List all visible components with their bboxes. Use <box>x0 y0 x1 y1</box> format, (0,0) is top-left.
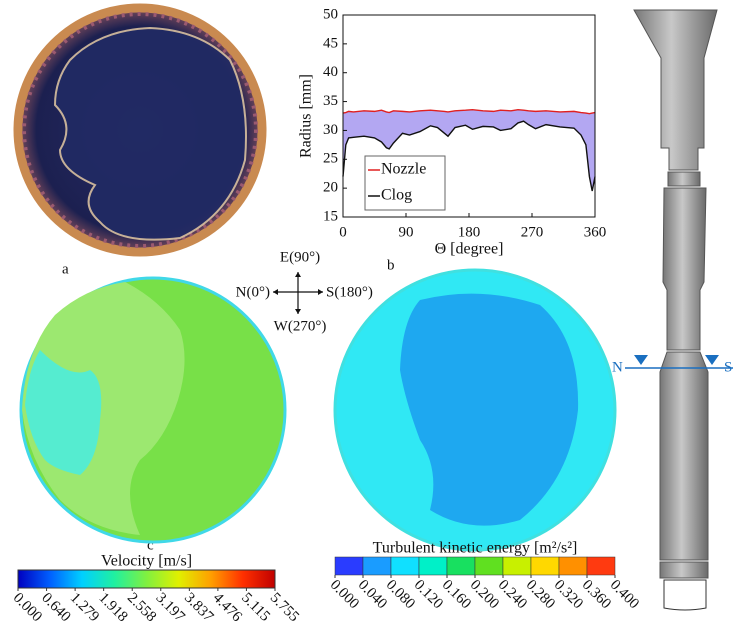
legend: Nozzle Clog <box>365 156 445 210</box>
x-tick-label: 0 <box>339 224 347 240</box>
colorbar-tick-label: 3.197 <box>153 590 189 626</box>
y-tick-label: 40 <box>323 64 338 80</box>
colorbar-tick-label: 3.837 <box>181 590 217 626</box>
colorbar-cell <box>335 557 363 575</box>
legend-label: Nozzle <box>381 161 426 178</box>
colorbar-tick-label: 0.320 <box>551 577 586 612</box>
colorbar-cell <box>531 557 559 575</box>
colorbar-tick-label: 5.755 <box>267 590 302 625</box>
colorbars: Velocity [m/s]0.0000.6401.2791.9182.5583… <box>10 540 642 626</box>
colorbar-tick-label: 0.000 <box>10 590 45 625</box>
x-tick-label: 270 <box>521 224 544 240</box>
x-tick-label: 90 <box>399 224 414 240</box>
x-axis-label: Θ [degree] <box>435 241 504 258</box>
x-tick-label: 360 <box>584 224 607 240</box>
section-label: N <box>612 359 623 375</box>
colorbar-title: Turbulent kinetic energy [m²/s²] <box>373 540 578 557</box>
panel-label: b <box>387 257 395 273</box>
colorbar-tick-label: 1.279 <box>67 590 102 625</box>
velocity-contour <box>21 278 285 542</box>
colorbar-tick-label: 0.080 <box>383 577 418 612</box>
colorbar-tick-label: 0.640 <box>38 590 73 625</box>
nozzle-drawing <box>625 10 733 610</box>
y-tick-label: 50 <box>323 6 338 22</box>
radius-chart: 15 20 25 30 35 40 45 50 0 90 180 270 360 Θ [degree] Ra… <box>298 6 607 257</box>
colorbar-tick-label: 0.240 <box>495 577 530 612</box>
y-axis-label: Radius [mm] <box>298 74 315 158</box>
colorbar-tick-label: 2.558 <box>124 590 159 625</box>
colorbar-tick-label: 0.400 <box>607 577 642 612</box>
colorbar-cell <box>559 557 587 575</box>
colorbar-tick-label: 0.000 <box>327 577 362 612</box>
colorbar-tick-label: 0.160 <box>439 577 474 612</box>
colorbar-tick-label: 1.918 <box>95 590 130 625</box>
colorbar-title: Velocity [m/s] <box>101 553 192 570</box>
colorbar-cell <box>447 557 475 575</box>
colorbar-tick-label: 5.115 <box>238 590 273 625</box>
colorbar-cell <box>363 557 391 575</box>
colorbar-tick-label: 0.200 <box>467 577 502 612</box>
photo-panel <box>18 8 262 252</box>
y-tick-label: 25 <box>323 151 338 167</box>
compass-label: E(90°) <box>280 249 320 265</box>
colorbar-cell <box>587 557 615 575</box>
compass-label: W(270°) <box>274 318 327 334</box>
y-tick-label: 20 <box>323 180 338 196</box>
y-tick-label: 30 <box>323 122 338 138</box>
colorbar-cell <box>503 557 531 575</box>
section-label: S <box>724 359 732 375</box>
colorbar-tick-label: 0.360 <box>579 577 614 612</box>
colorbar-tick-label: 0.280 <box>523 577 558 612</box>
colorbar-cell <box>475 557 503 575</box>
compass-label: S(180°) <box>326 284 373 300</box>
colorbar <box>18 570 275 588</box>
panel-label: a <box>62 261 69 277</box>
colorbar-cell <box>391 557 419 575</box>
y-tick-label: 15 <box>323 208 338 224</box>
colorbar-cell <box>419 557 447 575</box>
figure: a b c d E(90°) N(0°) S(180°) W(270°) N S… <box>0 0 733 630</box>
legend-label: Clog <box>381 187 412 204</box>
y-tick-label: 45 <box>323 35 338 51</box>
x-tick-label: 180 <box>458 224 481 240</box>
compass-label: N(0°) <box>236 284 270 300</box>
colorbar-tick-label: 4.476 <box>210 590 246 626</box>
y-tick-label: 35 <box>323 93 338 109</box>
compass <box>273 272 323 314</box>
colorbar-tick-label: 0.120 <box>411 577 446 612</box>
colorbar-tick-label: 0.040 <box>355 577 390 612</box>
tke-contour <box>335 270 615 550</box>
